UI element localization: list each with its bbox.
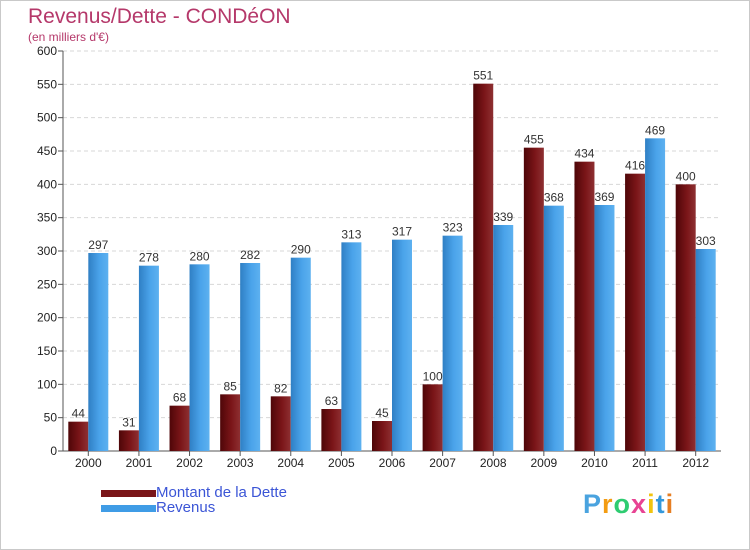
y-tick-label: 50 (44, 411, 58, 425)
bar-dette (118, 430, 139, 451)
bar-dette (473, 83, 494, 452)
y-tick-label: 0 (50, 444, 57, 458)
logo-letter: P (583, 489, 603, 519)
data-label-dette: 100 (423, 369, 443, 383)
y-tick-label: 600 (37, 44, 57, 58)
bar-dette (270, 396, 291, 451)
bar-revenus (594, 205, 615, 451)
x-tick-label: 2001 (126, 456, 153, 470)
x-tick-label: 2011 (632, 456, 658, 470)
logo-letter: x (631, 489, 648, 519)
legend-label-dette: Montant de la Dette (156, 484, 287, 501)
data-label-dette: 68 (173, 391, 187, 405)
bar-revenus (290, 257, 311, 451)
x-tick-label: 2000 (75, 456, 102, 470)
data-label-dette: 400 (676, 169, 696, 183)
proxiti-logo: Proxiti (583, 489, 674, 520)
logo-letter: i (665, 489, 675, 519)
bar-dette (675, 184, 696, 452)
bar-dette (68, 421, 89, 451)
data-label-dette: 82 (274, 381, 288, 395)
y-tick-label: 550 (37, 77, 57, 91)
bars-layer (68, 83, 716, 452)
legend-swatch-dette (101, 490, 156, 497)
x-tick-label: 2002 (176, 456, 203, 470)
bar-dette (169, 405, 190, 451)
x-tick-label: 2005 (328, 456, 355, 470)
data-label-revenus: 313 (341, 227, 361, 241)
data-label-revenus: 290 (291, 243, 311, 257)
data-label-dette: 44 (72, 407, 86, 421)
data-label-revenus: 317 (392, 225, 412, 239)
y-tick-label: 300 (37, 244, 57, 258)
bar-revenus (695, 249, 716, 451)
logo-letter: i (647, 489, 656, 519)
data-label-revenus: 369 (594, 190, 614, 204)
data-label-dette: 63 (325, 394, 339, 408)
bar-revenus (543, 205, 564, 451)
bar-revenus (138, 265, 159, 451)
bar-dette (625, 173, 646, 451)
y-tick-label: 450 (37, 144, 57, 158)
data-label-revenus: 278 (139, 251, 159, 265)
bar-revenus (392, 239, 412, 451)
data-label-dette: 551 (473, 69, 493, 83)
x-tick-label: 2008 (480, 456, 507, 470)
chart-title: Revenus/Dette - CONDéON (28, 5, 291, 28)
data-label-revenus: 280 (190, 249, 210, 263)
data-label-dette: 85 (223, 379, 237, 393)
x-tick-label: 2009 (530, 456, 557, 470)
y-tick-label: 200 (37, 311, 57, 325)
chart-subtitle: (en milliers d'€) (28, 30, 109, 44)
bar-dette (574, 161, 595, 451)
bar-revenus (341, 242, 362, 451)
bar-revenus (240, 263, 261, 451)
legend-swatch-revenus (101, 505, 156, 512)
legend-label-revenus: Revenus (156, 499, 216, 516)
y-tick-label: 500 (37, 111, 57, 125)
bar-revenus (88, 253, 109, 451)
logo-letter: r (602, 489, 614, 519)
data-label-revenus: 323 (443, 221, 463, 235)
data-label-revenus: 469 (645, 123, 665, 137)
data-label-revenus: 297 (88, 238, 108, 252)
bar-dette (422, 384, 443, 451)
y-tick-label: 150 (37, 344, 57, 358)
y-tick-label: 250 (37, 277, 57, 291)
data-label-revenus: 303 (696, 234, 716, 248)
bar-dette (372, 421, 392, 451)
labels-layer: 0 50 100 150 200 250 300 350 400 450 500 550 600 2000… (37, 44, 716, 470)
bar-dette (220, 394, 241, 451)
bar-revenus (493, 225, 514, 451)
x-tick-label: 2007 (429, 456, 456, 470)
x-tick-label: 2012 (682, 456, 709, 470)
data-label-dette: 416 (625, 159, 645, 173)
bar-dette (523, 147, 544, 451)
data-label-dette: 434 (574, 147, 594, 161)
data-label-dette: 31 (122, 415, 136, 429)
data-label-dette: 45 (375, 406, 389, 420)
x-tick-label: 2004 (277, 456, 304, 470)
data-label-revenus: 368 (544, 191, 564, 205)
logo-letter: o (613, 489, 632, 519)
bar-dette (321, 409, 342, 451)
x-tick-label: 2010 (581, 456, 608, 470)
x-tick-label: 2003 (227, 456, 254, 470)
data-label-dette: 455 (524, 133, 544, 147)
x-tick-label: 2006 (379, 456, 406, 470)
bar-revenus (645, 138, 666, 452)
data-label-revenus: 282 (240, 248, 260, 262)
data-label-revenus: 339 (493, 210, 513, 224)
y-tick-label: 400 (37, 177, 57, 191)
bar-revenus (189, 264, 210, 451)
bar-revenus (442, 235, 463, 451)
logo-letter: t (655, 489, 666, 519)
y-tick-label: 350 (37, 211, 57, 225)
y-tick-label: 100 (37, 377, 57, 391)
